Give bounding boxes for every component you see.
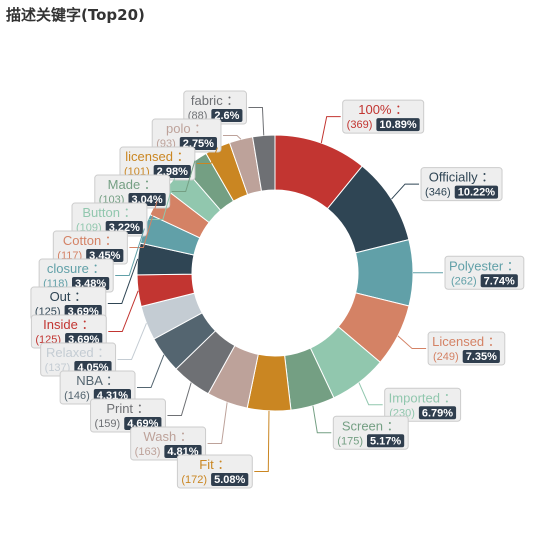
label-count: (249) bbox=[433, 351, 459, 363]
label-percent: 5.08% bbox=[214, 474, 245, 486]
leader-line-100 bbox=[320, 116, 341, 144]
label-count: (346) bbox=[425, 187, 451, 199]
label-count: (163) bbox=[135, 446, 161, 458]
label-percent-badge bbox=[462, 350, 500, 364]
label-percent-badge bbox=[480, 274, 518, 288]
leader-line-screen bbox=[312, 405, 332, 434]
label-100: 100% ： (369) 10.89% bbox=[342, 99, 425, 134]
label-count: (146) bbox=[64, 390, 90, 402]
leader-line-closure bbox=[115, 228, 145, 277]
label-percent-badge bbox=[418, 406, 457, 420]
label-name: Wash ： bbox=[143, 429, 192, 444]
slices-layer bbox=[136, 134, 414, 412]
label-count: (262) bbox=[451, 275, 477, 287]
label-count: (172) bbox=[181, 474, 207, 486]
label-percent: 7.35% bbox=[466, 351, 497, 363]
leader-line-licensed bbox=[196, 147, 219, 165]
slice-fabric[interactable] bbox=[251, 134, 276, 192]
label-licensed: Licensed ： (249) 7.35% bbox=[427, 331, 506, 366]
leader-line-relaxed bbox=[117, 323, 147, 361]
label-name: Out ： bbox=[50, 289, 88, 304]
label-polyester: Polyester ： (262) 7.74% bbox=[444, 255, 525, 290]
label-name: NBA ： bbox=[76, 373, 119, 388]
label-name: Button ： bbox=[82, 205, 136, 220]
leader-line-wash bbox=[207, 402, 228, 445]
label-percent: 10.89% bbox=[379, 119, 417, 131]
leader-line-button bbox=[148, 178, 176, 221]
label-count: (369) bbox=[347, 119, 373, 131]
label-name: Print ： bbox=[106, 401, 149, 416]
label-name: Fit ： bbox=[199, 457, 230, 472]
label-name: fabric ： bbox=[191, 93, 239, 108]
label-name: Cotton ： bbox=[63, 233, 118, 248]
label-name: Licensed ： bbox=[432, 334, 501, 349]
label-percent: 10.22% bbox=[458, 187, 496, 199]
leader-line-inside bbox=[108, 290, 139, 333]
label-name: licensed ： bbox=[125, 149, 189, 164]
label-name: Imported ： bbox=[389, 390, 457, 405]
leader-line-fit bbox=[254, 410, 270, 473]
label-percent-badge bbox=[211, 473, 249, 487]
label-count: (159) bbox=[95, 418, 121, 430]
label-fit: Fit ： (172) 5.08% bbox=[176, 454, 253, 489]
label-percent: 6.79% bbox=[422, 407, 453, 419]
label-polo: polo ：(93) 2.75% bbox=[151, 118, 222, 153]
label-name: polo ： bbox=[166, 121, 207, 136]
label-cotton: Cotton ：(117) 3.45% bbox=[52, 230, 128, 265]
leader-line-polo bbox=[222, 135, 242, 140]
leader-line-fabric bbox=[248, 107, 265, 136]
label-percent-badge bbox=[376, 118, 420, 132]
label-percent: 5.17% bbox=[370, 435, 401, 447]
label-name: Relaxed ： bbox=[46, 345, 110, 360]
label-percent-badge bbox=[454, 185, 499, 199]
label-percent-badge bbox=[366, 434, 405, 448]
label-name: 100% ： bbox=[358, 102, 408, 117]
label-name: Screen ： bbox=[342, 418, 400, 433]
leader-line-imported bbox=[358, 382, 383, 406]
label-name: Made ： bbox=[108, 177, 157, 192]
label-name: Officially ： bbox=[429, 170, 495, 185]
label-percent: 7.74% bbox=[484, 275, 515, 287]
leader-line-licensed bbox=[397, 335, 427, 350]
label-screen: Screen ： (175) 5.17% bbox=[332, 415, 409, 450]
label-name: Polyester ： bbox=[449, 258, 520, 273]
leader-line-made bbox=[171, 160, 196, 193]
label-count: (175) bbox=[337, 435, 363, 447]
label-officially: Officially ： (346) 10.22% bbox=[420, 167, 503, 202]
label-nba: NBA ：(146) 4.31% bbox=[59, 370, 136, 405]
label-percent: 2.6% bbox=[214, 110, 239, 122]
label-name: closure ： bbox=[47, 261, 106, 276]
leader-line-officially bbox=[391, 183, 420, 200]
leader-line-nba bbox=[137, 354, 165, 389]
chart-title: 描述关键字(Top20) bbox=[6, 6, 145, 24]
label-print: Print ：(159) 4.69% bbox=[90, 398, 166, 433]
leader-line-out bbox=[107, 258, 139, 305]
leader-line-print bbox=[167, 382, 192, 417]
labels-layer: 100% ： (369) 10.89% Officially ： (346) 10.22%… bbox=[30, 90, 525, 489]
label-imported: Imported ：(230) 6.79% bbox=[384, 387, 462, 422]
leader-line-cotton bbox=[129, 201, 158, 249]
label-name: Inside ： bbox=[43, 317, 94, 332]
